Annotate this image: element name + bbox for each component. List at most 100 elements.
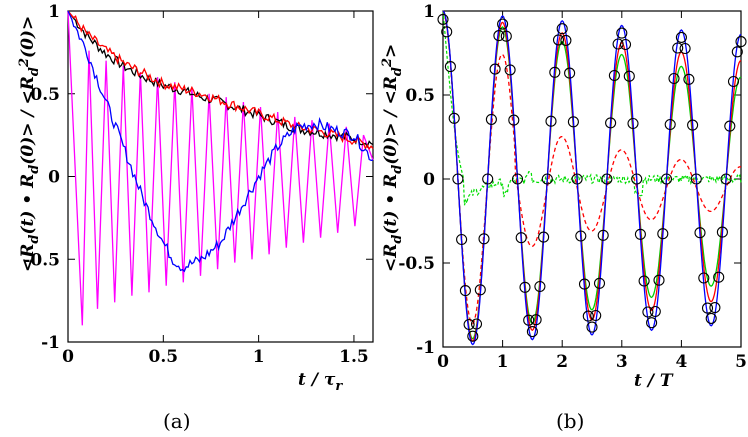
panel-b-marker: [727, 75, 740, 88]
panel-b-marker: [627, 117, 639, 130]
panel-b-marker: [564, 67, 576, 79]
panel-a-series: [67, 10, 374, 326]
panel-b-marker: [597, 229, 609, 241]
panel-b-marker: [724, 120, 736, 132]
panel-b-marker: [545, 115, 557, 127]
panel-b-marker: [687, 119, 699, 131]
panel-b-marker: [467, 330, 479, 342]
panel-a-series-black: [67, 10, 374, 149]
panel-b-series: [437, 10, 747, 346]
panel-b-marker: [608, 69, 620, 82]
panel-b-marker: [549, 66, 561, 78]
panel-a-ytick-label: -1: [41, 333, 60, 353]
panel-b-marker: [660, 173, 673, 185]
panel-b-ytick-label: 0.5: [405, 86, 435, 106]
caption-b: (b): [556, 409, 584, 433]
panel-b-marker: [612, 38, 624, 50]
panel-b-marker: [601, 173, 613, 185]
panel-b-marker: [493, 30, 505, 42]
panel-b-marker: [649, 305, 661, 318]
panel-b-marker: [578, 278, 591, 290]
panel-b-marker: [452, 173, 464, 185]
panel-b-marker: [478, 233, 490, 245]
panel-b-marker: [456, 233, 468, 246]
panel-b-marker: [735, 36, 747, 48]
panel-a-xtick-label: 1: [253, 347, 265, 367]
panel-b-marker: [497, 18, 509, 30]
panel-b-series-blue: [442, 10, 742, 346]
panel-a-ytick-label: 0.5: [30, 85, 60, 105]
panel-b-marker: [690, 173, 702, 185]
panel-a: 10.50-0.5-10 0.5 1 1.5 t / τr <Rd(t) • Rd(0…: [17, 2, 374, 433]
panel-b-ytick-label: -0.5: [398, 254, 435, 274]
panel-b-marker: [448, 112, 460, 124]
panel-b-marker: [511, 173, 524, 185]
panel-b-marker: [623, 70, 635, 82]
panel-b-ytick-label: -1: [416, 338, 435, 358]
panel-b-marker: [664, 118, 676, 131]
panel-b-ytick-label: 0: [423, 170, 435, 190]
panel-b-marker: [713, 271, 725, 283]
panel-a-xtick-label: 0.5: [149, 347, 179, 367]
panel-b-ytick-label: 1: [423, 2, 435, 22]
panel-b-xtick-label: 5: [735, 352, 747, 372]
panel-b-marker: [463, 318, 475, 331]
panel-b-marker: [683, 73, 695, 85]
panel-b-marker: [653, 274, 665, 286]
panel-b-marker: [616, 27, 628, 39]
panel-a-ticks: 10.50-0.5-10 0.5 1 1.5: [23, 2, 373, 367]
panel-b-marker: [586, 321, 598, 333]
panel-b-marker: [605, 117, 617, 129]
panel-b-xtick-label: 1: [497, 352, 509, 372]
panel-b-marker: [441, 26, 453, 38]
panel-b-marker: [523, 314, 535, 326]
panel-b-marker: [720, 173, 732, 185]
panel-a-ytick-label: 1: [48, 2, 60, 22]
panel-b-marker: [642, 306, 654, 318]
panel-b-marker: [541, 173, 553, 185]
panel-a-ytick-label: -0.5: [23, 250, 60, 270]
panel-b-marker: [485, 113, 497, 125]
panel-a-ylabel: <Rd(t) • Rd(0)> / <Rd2(0)>: [17, 16, 42, 272]
panel-b-marker: [538, 231, 550, 243]
panel-b-marker: [709, 302, 721, 314]
panel-b-marker: [582, 310, 594, 322]
panel-b-xtick-label: 0: [437, 352, 449, 372]
panel-b-marker: [646, 317, 658, 329]
panel-b-marker: [634, 228, 646, 240]
panel-b-marker: [638, 275, 650, 287]
panel-b: 10.50-0.5-10 1 2 3 4 5 t / T <Rd(t) • Rd(0)> …: [380, 2, 747, 433]
panel-b-series-red-dashed: [442, 10, 741, 325]
panel-a-xtick-label: 0: [62, 347, 74, 367]
panel-b-series-green-dashed: [442, 10, 742, 206]
panel-a-ytick-label: 0: [48, 168, 60, 188]
panel-b-marker: [668, 72, 680, 85]
panel-b-marker: [694, 227, 706, 239]
panel-b-xtick-label: 2: [556, 352, 568, 372]
panel-b-marker: [560, 34, 572, 46]
panel-b-marker: [470, 318, 483, 330]
panel-b-marker: [593, 277, 606, 289]
panel-b-marker: [590, 309, 602, 322]
panel-b-marker: [530, 314, 542, 326]
panel-b-xtick-label: 3: [616, 352, 628, 372]
panel-b-marker: [679, 42, 691, 55]
panel-a-xtick-label: 1.5: [339, 347, 369, 367]
panel-b-marker: [675, 31, 687, 43]
panel-b-ylabel: <Rd(t) • Rd(0)> / <Rd2>: [380, 44, 405, 272]
panel-b-marker: [556, 23, 568, 35]
panel-b-marker: [526, 326, 538, 338]
panel-b-marker: [701, 302, 714, 314]
panel-b-marker: [474, 284, 486, 296]
panel-b-marker: [482, 173, 494, 185]
panel-b-marker: [500, 30, 512, 42]
panel-b-marker: [519, 281, 531, 293]
panel-b-marker: [716, 226, 728, 238]
panel-a-series-red: [67, 10, 374, 151]
panel-b-xtick-label: 4: [675, 352, 687, 372]
panel-b-marker: [567, 116, 579, 128]
panel-b-marker: [459, 285, 471, 297]
panel-b-marker: [672, 42, 684, 54]
panel-b-marker: [731, 46, 743, 58]
